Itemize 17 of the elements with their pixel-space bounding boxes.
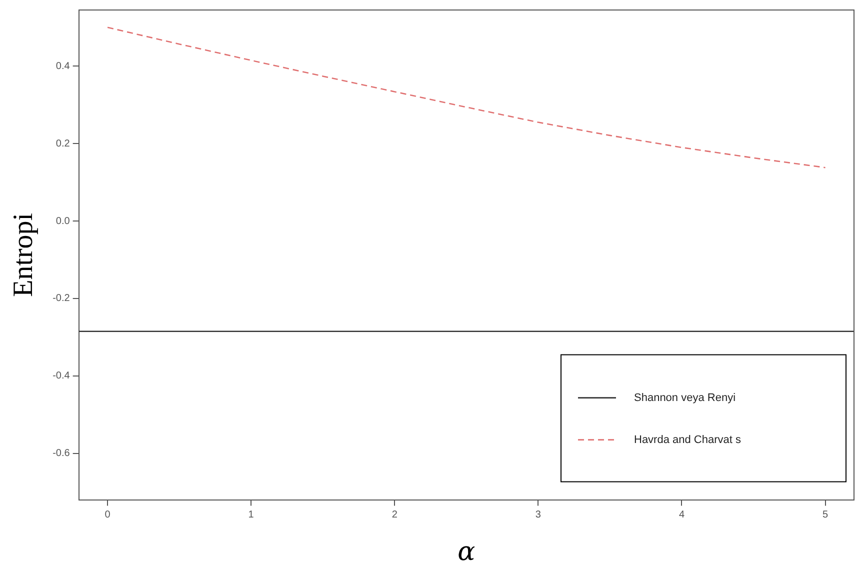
y-axis-title: Entropi — [8, 212, 40, 297]
y-tick-label: -0.4 — [52, 370, 70, 382]
x-tick-label: 0 — [104, 510, 111, 521]
x-tick-label: 3 — [535, 510, 542, 521]
x-tick-label: 4 — [678, 510, 685, 521]
legend-label: Shannon veya Renyi — [634, 392, 736, 404]
y-tick-label: -0.2 — [52, 293, 70, 304]
x-axis-title: α — [458, 537, 476, 568]
x-tick-label: 1 — [248, 510, 254, 521]
y-tick-label: -0.6 — [52, 448, 70, 460]
y-tick-label: 0.2 — [56, 138, 70, 150]
legend-label: Havrda and Charvat s — [634, 434, 742, 446]
y-tick-label: 0.4 — [56, 60, 70, 72]
y-tick-label: 0.0 — [56, 216, 70, 227]
x-tick-label: 5 — [822, 510, 829, 521]
x-tick-label: 2 — [392, 510, 398, 521]
line-series — [106, 26, 826, 168]
